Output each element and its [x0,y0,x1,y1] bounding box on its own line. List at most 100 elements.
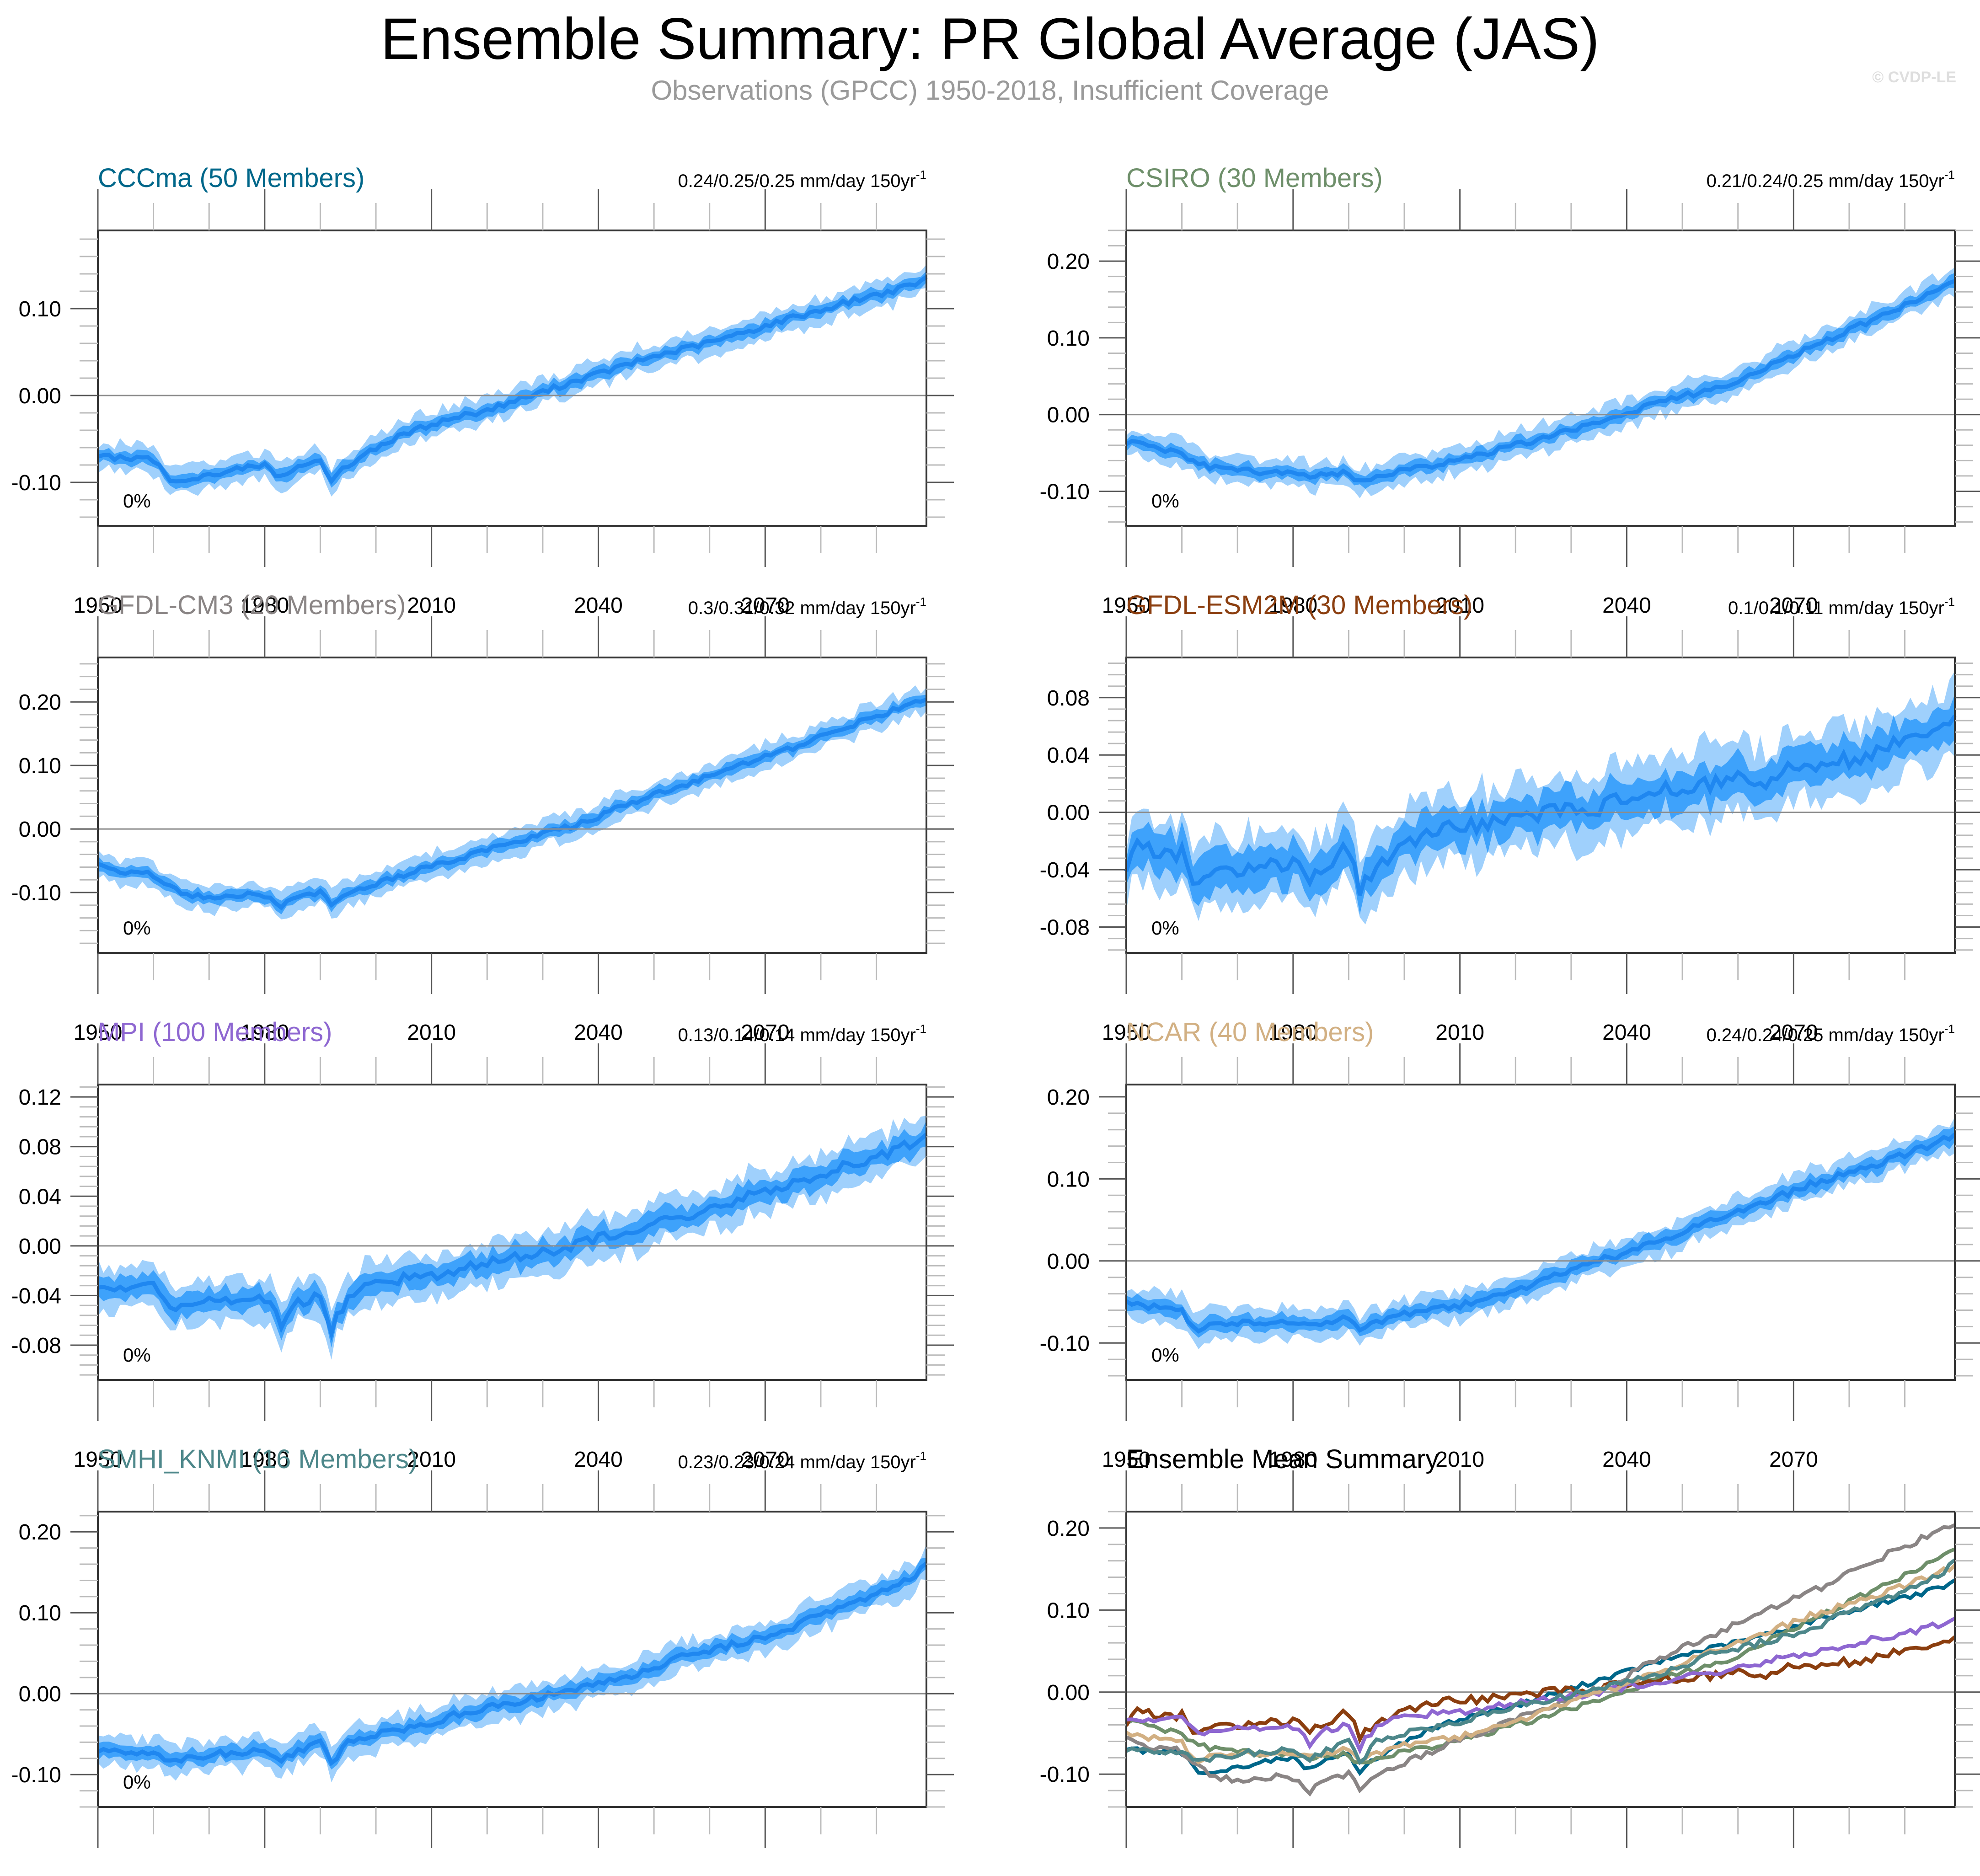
y-tick-label: 0.20 [19,690,61,715]
plot-frame [1125,1511,1956,1808]
x-tick-label: 2070 [741,1448,790,1472]
coverage-percent-label: 0% [1151,1344,1179,1366]
ensemble-mean-line [96,1561,928,1766]
y-tick-label: 0.20 [1047,250,1090,274]
x-tick-label: 2010 [1435,1021,1484,1045]
ensemble-mean-line [1125,1133,1957,1334]
y-tick-label: 0.08 [1047,686,1090,711]
outer-spread-band [98,1116,926,1360]
x-tick-label: 1950 [74,593,123,618]
x-tick-label: 2040 [574,593,623,618]
y-tick-label: 0.04 [1047,743,1090,768]
x-tick-label: 1950 [74,1021,123,1045]
y-tick-label: -0.10 [1040,1331,1090,1356]
x-tick-label: 2010 [407,1021,456,1045]
y-tick-label: -0.10 [11,881,61,905]
trend-label: 0.3/0.31/0.32 mm/day 150yr-1 [688,595,926,618]
inner-spread-band [98,271,926,489]
y-tick-label: 0.00 [1047,1681,1090,1705]
ensemble-mean-line [97,697,927,911]
x-tick-label: 1950 [74,1875,123,1876]
panel-title: CSIRO (30 Members) [1126,163,1383,193]
plot-frame [1125,657,1956,954]
x-tick-label: 1980 [1268,593,1317,618]
series-line-mpi [1126,1617,1956,1755]
y-tick-label: 0.00 [1047,801,1090,825]
trend-label: 0.24/0.24/0.25 mm/day 150yr-1 [1707,1022,1955,1045]
series-line-cccma [1126,1578,1956,1776]
panel-title: GFDL-CM3 (20 Members) [98,590,406,620]
y-tick-label: 0.00 [1047,403,1090,428]
panel-title: SMHI_KNMI (16 Members) [98,1444,417,1474]
series-line-csiro [1125,1547,1956,1764]
x-tick-label: 2010 [1435,1875,1484,1876]
y-tick-label: 0.00 [19,818,61,842]
x-tick-label: 2040 [1602,593,1651,618]
plot-frame [97,1084,927,1381]
panel-csiro: CSIRO (30 Members) 0.21/0.24/0.25 mm/day … [1040,163,1980,618]
y-tick-label: -0.04 [1040,858,1090,882]
x-tick-label: 1980 [240,593,289,618]
x-tick-label: 2070 [1769,1448,1818,1472]
coverage-percent-label: 0% [1151,490,1179,512]
x-tick-label: 1950 [1102,1875,1151,1876]
inner-spread-band [98,695,926,914]
series-line-gfdl-esm2m [1124,1635,1956,1744]
x-tick-label: 2040 [1602,1021,1651,1045]
trend-label: 0.13/0.14/0.14 mm/day 150yr-1 [678,1022,926,1045]
x-tick-label: 1980 [240,1448,289,1472]
x-tick-label: 2070 [1769,593,1818,618]
trend-label: 0.23/0.23/0.24 mm/day 150yr-1 [678,1449,926,1472]
y-tick-label: 0.10 [1047,1167,1090,1192]
x-tick-label: 2040 [574,1448,623,1472]
x-tick-label: 1950 [1102,1448,1151,1472]
x-tick-label: 1950 [1102,593,1151,618]
panel-title: Ensemble Mean Summary [1126,1444,1439,1474]
trend-label: 0.24/0.25/0.25 mm/day 150yr-1 [678,168,926,191]
x-tick-label: 1980 [240,1875,289,1876]
panel-cccma: CCCma (50 Members) 0.24/0.25/0.25 mm/day … [11,163,954,618]
coverage-percent-label: 0% [123,1771,151,1793]
outer-spread-band [98,685,926,919]
panel-gfdl-cm3: GFDL-CM3 (20 Members) 0.3/0.31/0.32 mm/da… [11,590,954,1045]
y-tick-label: 0.10 [1047,326,1090,351]
x-tick-label: 2070 [1769,1875,1818,1876]
outer-spread-band [98,264,926,497]
y-tick-label: 0.04 [19,1185,61,1209]
x-tick-label: 2070 [741,1875,790,1876]
y-tick-label: 0.00 [19,1235,61,1259]
y-tick-label: 0.20 [1047,1085,1090,1110]
y-tick-label: 0.20 [19,1520,61,1545]
x-tick-label: 2010 [407,1875,456,1876]
ensemble-mean-line [1124,714,1957,896]
x-tick-label: 2040 [574,1021,623,1045]
x-tick-label: 2070 [741,1021,790,1045]
y-tick-label: 0.00 [1047,1250,1090,1274]
x-tick-label: 1980 [1268,1021,1317,1045]
y-tick-label: 0.10 [19,1601,61,1625]
x-tick-label: 2040 [574,1875,623,1876]
series-line-smhi_knmi [1125,1558,1956,1765]
x-tick-label: 2070 [1769,1021,1818,1045]
figure-title: Ensemble Summary: PR Global Average (JAS… [380,6,1600,72]
x-tick-label: 1980 [1268,1448,1317,1472]
outer-spread-band [1126,267,1955,498]
x-tick-label: 2070 [741,593,790,618]
panel-title: CCCma (50 Members) [98,163,364,193]
x-tick-label: 1980 [1268,1875,1317,1876]
y-tick-label: -0.04 [11,1284,61,1308]
panel-gfdl-esm2m: GFDL-ESM2M (30 Members) 0.1/0.1/0.11 mm/d… [1040,590,1980,1045]
outer-spread-band [1126,1117,1955,1349]
panel-ncar: NCAR (40 Members) 0.24/0.24/0.25 mm/day 1… [1040,1017,1980,1472]
y-tick-label: -0.10 [1040,1763,1090,1787]
y-tick-label: 0.00 [19,384,61,408]
plot-frame [97,1511,927,1808]
series-line-ncar [1125,1564,1956,1765]
inner-spread-band [98,1120,926,1348]
y-tick-label: 0.10 [19,297,61,321]
trend-label: 0.1/0.1/0.11 mm/day 150yr-1 [1728,595,1955,618]
ensemble-mean-line [97,1133,928,1341]
coverage-percent-label: 0% [123,917,151,939]
x-tick-label: 1950 [1102,1021,1151,1045]
